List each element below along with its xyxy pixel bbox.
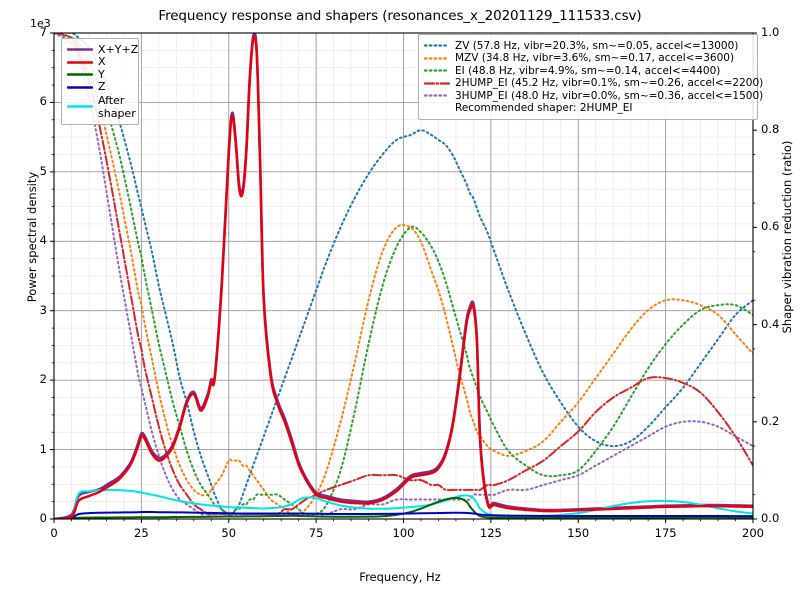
legend-shapers: ZV (57.8 Hz, vibr=20.3%, sm~=0.05, accel… <box>418 34 763 120</box>
legend-swatch-y <box>67 69 93 80</box>
legend-item-ei[interactable]: EI (48.8 Hz, vibr=4.9%, sm~=0.14, accel<… <box>424 65 752 77</box>
y-tick-4: 4 <box>39 233 47 248</box>
legend-psd: X+Y+Z X Y Z After shaper <box>61 38 139 125</box>
psd-curve-y <box>54 496 753 519</box>
y-tick-right-0.8: 0.8 <box>761 122 780 137</box>
y-tick-6: 6 <box>39 94 47 109</box>
x-tick-200: 200 <box>742 526 764 540</box>
y-tick-right-0.4: 0.4 <box>761 316 780 331</box>
legend-item-2hump_ei[interactable]: 2HUMP_EI (45.2 Hz, vibr=0.1%, sm~=0.26, … <box>424 77 763 89</box>
psd-curve-x <box>54 35 753 519</box>
shaper-curve-zv <box>54 33 753 516</box>
legend-item-x-y-z[interactable]: X+Y+Z <box>67 43 138 56</box>
y-axis-label-right: Shaper vibration reduction (ratio) <box>780 140 794 334</box>
legend-swatch-mzv <box>424 53 450 64</box>
legend-label-zv: ZV (57.8 Hz, vibr=20.3%, sm~=0.05, accel… <box>455 39 739 52</box>
legend-label-x: X <box>98 55 106 68</box>
shaper-curve-2hump_ei <box>54 33 753 516</box>
legend-swatch-after-shaper <box>67 101 93 112</box>
y-tick-right-0.0: 0.0 <box>761 511 780 525</box>
legend-swatch-x <box>67 57 93 68</box>
legend-swatch-2hump_ei <box>424 78 450 89</box>
y-tick-right-1.0: 1.0 <box>761 25 780 39</box>
y-axis-label-left: Power spectral density <box>25 171 39 303</box>
legend-item-mzv[interactable]: MZV (34.8 Hz, vibr=3.6%, sm~=0.17, accel… <box>424 52 752 64</box>
legend-label-mzv: MZV (34.8 Hz, vibr=3.6%, sm~=0.17, accel… <box>455 52 735 64</box>
legend-label-after-shaper: After shaper <box>98 93 136 120</box>
x-tick-150: 150 <box>567 526 590 540</box>
legend-swatch-3hump_ei <box>424 90 450 101</box>
legend-item-after-shaper[interactable]: After shaper <box>67 93 136 120</box>
chart-title: Frequency response and shapers (resonanc… <box>158 8 642 24</box>
legend-label-ei: EI (48.8 Hz, vibr=4.9%, sm~=0.14, accel<… <box>455 64 721 77</box>
x-tick-100: 100 <box>392 526 415 540</box>
x-tick-50: 50 <box>221 526 237 540</box>
legend-swatch-zv <box>424 40 450 51</box>
psd-curve-z <box>54 511 753 519</box>
legend-item-y[interactable]: Y <box>67 67 133 81</box>
legend-swatch-z <box>67 82 93 93</box>
x-tick-175: 175 <box>654 526 677 540</box>
y-tick-7: 7 <box>39 25 47 39</box>
shaper-curve-ei <box>54 33 753 517</box>
x-axis-label: Frequency, Hz <box>359 570 441 584</box>
legend-swatch-x-y-z <box>67 44 93 55</box>
legend-label-2hump_ei: 2HUMP_EI (45.2 Hz, vibr=0.1%, sm~=0.26, … <box>455 77 764 89</box>
y-tick-0: 0 <box>39 511 47 525</box>
recommended-shaper-note: Recommended shaper: 2HUMP_EI <box>455 102 633 114</box>
y-tick-3: 3 <box>39 302 47 317</box>
x-tick-0: 0 <box>50 526 58 540</box>
y-tick-2: 2 <box>39 372 47 387</box>
legend-swatch-ei <box>424 65 450 76</box>
y-tick-right-0.2: 0.2 <box>761 413 780 428</box>
legend-item-z[interactable]: Z <box>67 81 133 93</box>
y-axis-exponent-label: 1e3 <box>30 17 51 30</box>
x-tick-75: 75 <box>308 526 324 540</box>
legend-item-zv[interactable]: ZV (57.8 Hz, vibr=20.3%, sm~=0.05, accel… <box>424 40 752 52</box>
legend-item-3hump_ei[interactable]: 3HUMP_EI (48.0 Hz, vibr=0.0%, sm~=0.36, … <box>424 90 763 102</box>
y-tick-1: 1 <box>39 441 47 456</box>
legend-label-3hump_ei: 3HUMP_EI (48.0 Hz, vibr=0.0%, sm~=0.36, … <box>455 89 764 102</box>
legend-label-z: Z <box>98 80 106 93</box>
x-tick-25: 25 <box>134 526 149 540</box>
legend-label-y: Y <box>98 67 105 81</box>
shaper-curve-mzv <box>54 33 753 516</box>
legend-label-x-y-z: X+Y+Z <box>98 42 139 56</box>
legend-item-x[interactable]: X <box>67 56 133 68</box>
y-tick-right-0.6: 0.6 <box>761 219 780 234</box>
x-tick-125: 125 <box>479 526 502 540</box>
y-tick-5: 5 <box>39 163 47 178</box>
